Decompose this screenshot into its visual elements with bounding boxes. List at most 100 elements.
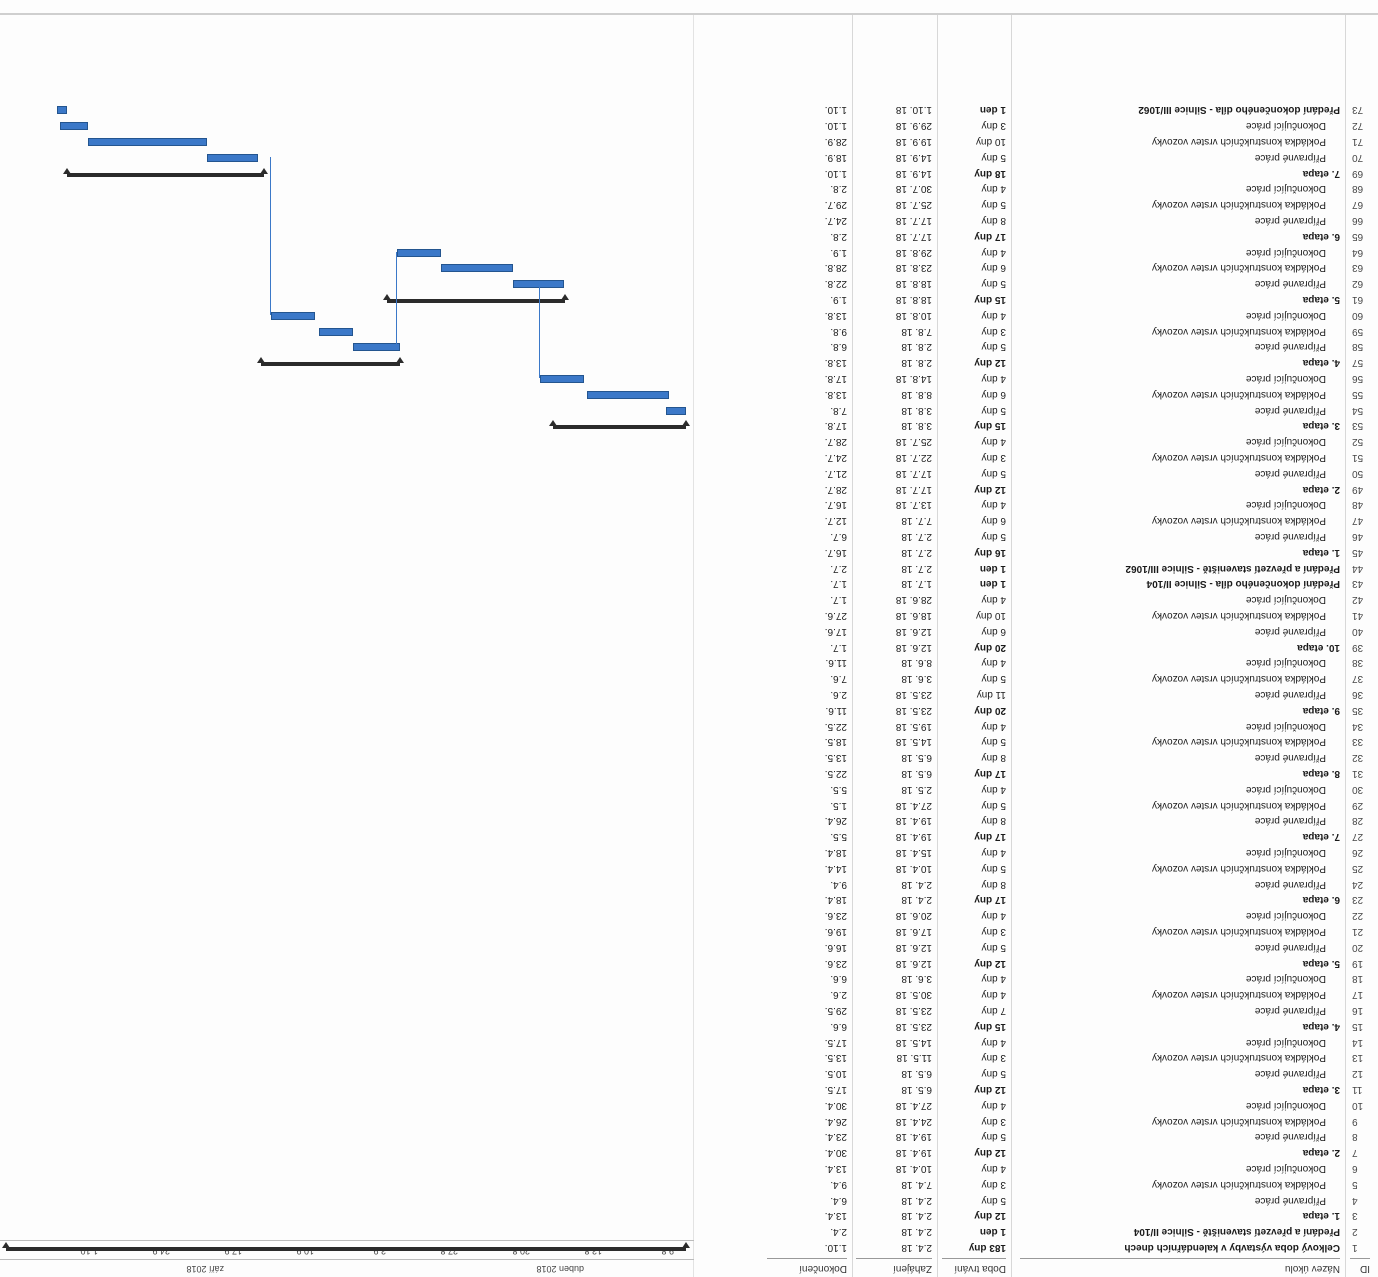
task-start: 10.8. 18 — [895, 309, 932, 321]
task-name: Přípravné práce — [1254, 278, 1326, 290]
gantt-dependency-link — [396, 251, 397, 347]
task-duration: 12 dny — [974, 483, 1006, 495]
task-finish: 5.5. — [830, 831, 847, 843]
task-duration: 4 dny — [981, 183, 1006, 195]
task-start: 2.8. 18 — [901, 357, 932, 369]
task-duration: 8 dny — [981, 815, 1006, 827]
row-marker — [754, 402, 766, 418]
row-marker — [754, 591, 766, 607]
task-finish: 12.7. — [824, 515, 847, 527]
task-id: 31 — [1352, 768, 1364, 779]
row-marker — [754, 955, 766, 971]
task-id: 41 — [1352, 610, 1364, 621]
gantt-task-bar — [87, 138, 207, 146]
task-name: Pokládka konstrukčních vrstev vozovky — [1152, 1115, 1326, 1127]
task-name: Dokončující práce — [1245, 309, 1326, 321]
task-id: 44 — [1352, 562, 1364, 574]
task-duration: 12 dny — [974, 1147, 1006, 1159]
task-duration: 15 dny — [974, 420, 1006, 432]
row-marker — [754, 907, 766, 923]
task-name: 7. etapa — [1302, 831, 1340, 843]
task-id: 18 — [1352, 973, 1364, 985]
task-id: 56 — [1352, 373, 1364, 384]
task-finish: 30.4. — [824, 1099, 847, 1111]
row-marker — [754, 1018, 766, 1034]
task-finish: 16.7. — [824, 499, 847, 511]
task-finish: 13.8. — [824, 309, 847, 321]
row-marker — [754, 528, 766, 544]
task-name: Dokončující práce — [1245, 973, 1326, 985]
task-name: Přípravné práce — [1254, 689, 1326, 700]
task-name: 5. etapa — [1302, 294, 1340, 305]
task-name: Přípravné práce — [1254, 878, 1326, 890]
col-divider — [852, 15, 853, 1277]
task-finish: 23.4. — [824, 1131, 847, 1143]
task-duration: 18 dny — [974, 167, 1006, 179]
task-id: 14 — [1352, 1036, 1364, 1048]
task-duration: 4 dny — [981, 1163, 1006, 1174]
task-name: 3. etapa — [1302, 420, 1340, 432]
task-finish: 18.5. — [824, 736, 847, 748]
task-finish: 7.8. — [830, 404, 847, 416]
task-name: Pokládka konstrukčních vrstev vozovky — [1152, 736, 1326, 748]
row-marker — [754, 781, 766, 797]
task-duration: 4 dny — [981, 1099, 1006, 1111]
task-finish: 28.7. — [824, 483, 847, 495]
task-name: Pokládka konstrukčních vrstev vozovky — [1152, 262, 1326, 274]
task-start: 20.6. 18 — [895, 910, 932, 922]
task-start: 7.7. 18 — [901, 515, 932, 527]
task-id: 3 — [1352, 1210, 1358, 1222]
row-marker — [754, 718, 766, 734]
task-duration: 4 dny — [981, 499, 1006, 511]
task-start: 14.9. 18 — [895, 151, 932, 163]
gantt-summary-bar — [553, 425, 686, 430]
task-start: 12.6. 18 — [895, 957, 932, 969]
task-id: 6 — [1352, 1163, 1358, 1174]
row-marker — [754, 560, 766, 576]
task-duration: 17 dny — [974, 230, 1006, 242]
task-duration: 12 dny — [974, 1210, 1006, 1222]
task-finish: 21.7. — [824, 467, 847, 479]
task-id: 42 — [1352, 594, 1364, 606]
task-duration: 8 dny — [981, 215, 1006, 226]
gantt-summary-end — [382, 294, 391, 300]
task-start: 30.5. 18 — [895, 989, 932, 1001]
task-name: Předání dokončeného díla - Silnice III/1… — [1138, 104, 1340, 116]
task-start: 17.7. 18 — [895, 467, 932, 479]
task-name: Předání dokončeného díla - Silnice II/10… — [1146, 578, 1340, 590]
task-name: Dokončující práce — [1245, 1036, 1326, 1048]
col-divider — [937, 15, 938, 1277]
task-id: 21 — [1352, 926, 1364, 937]
task-id: 17 — [1352, 989, 1364, 1001]
task-start: 23.5. 18 — [895, 704, 932, 716]
task-duration: 5 dny — [981, 673, 1006, 685]
task-id: 10 — [1352, 1099, 1364, 1111]
task-start: 17.7. 18 — [895, 215, 932, 226]
task-duration: 20 dny — [974, 641, 1006, 653]
task-start: 3.8. 18 — [901, 404, 932, 416]
task-duration: 5 dny — [981, 531, 1006, 542]
row-marker — [754, 1144, 766, 1160]
task-name: Pokládka konstrukčních vrstev vozovky — [1152, 388, 1326, 400]
row-marker — [754, 1113, 766, 1129]
task-finish: 6.7. — [830, 531, 847, 542]
task-duration: 6 dny — [981, 262, 1006, 274]
task-name: Dokončující práce — [1245, 246, 1326, 258]
task-name: Pokládka konstrukčních vrstev vozovky — [1152, 452, 1326, 463]
task-name: Dokončující práce — [1245, 847, 1326, 858]
row-marker — [754, 971, 766, 987]
gantt-summary-end — [682, 1242, 690, 1248]
row-marker — [754, 1065, 766, 1081]
task-start: 25.7. 18 — [895, 436, 932, 448]
task-start: 23.5. 18 — [895, 689, 932, 700]
row-marker — [754, 734, 766, 750]
task-finish: 2.8. — [830, 230, 847, 242]
task-start: 30.7. 18 — [895, 183, 932, 195]
task-duration: 17 dny — [974, 768, 1006, 779]
task-start: 2.7. 18 — [901, 546, 932, 558]
task-id: 54 — [1352, 404, 1364, 416]
task-start: 18.8. 18 — [895, 294, 932, 305]
task-duration: 5 dny — [981, 1131, 1006, 1143]
task-start: 15.4. 18 — [895, 847, 932, 858]
task-id: 73 — [1352, 104, 1364, 116]
